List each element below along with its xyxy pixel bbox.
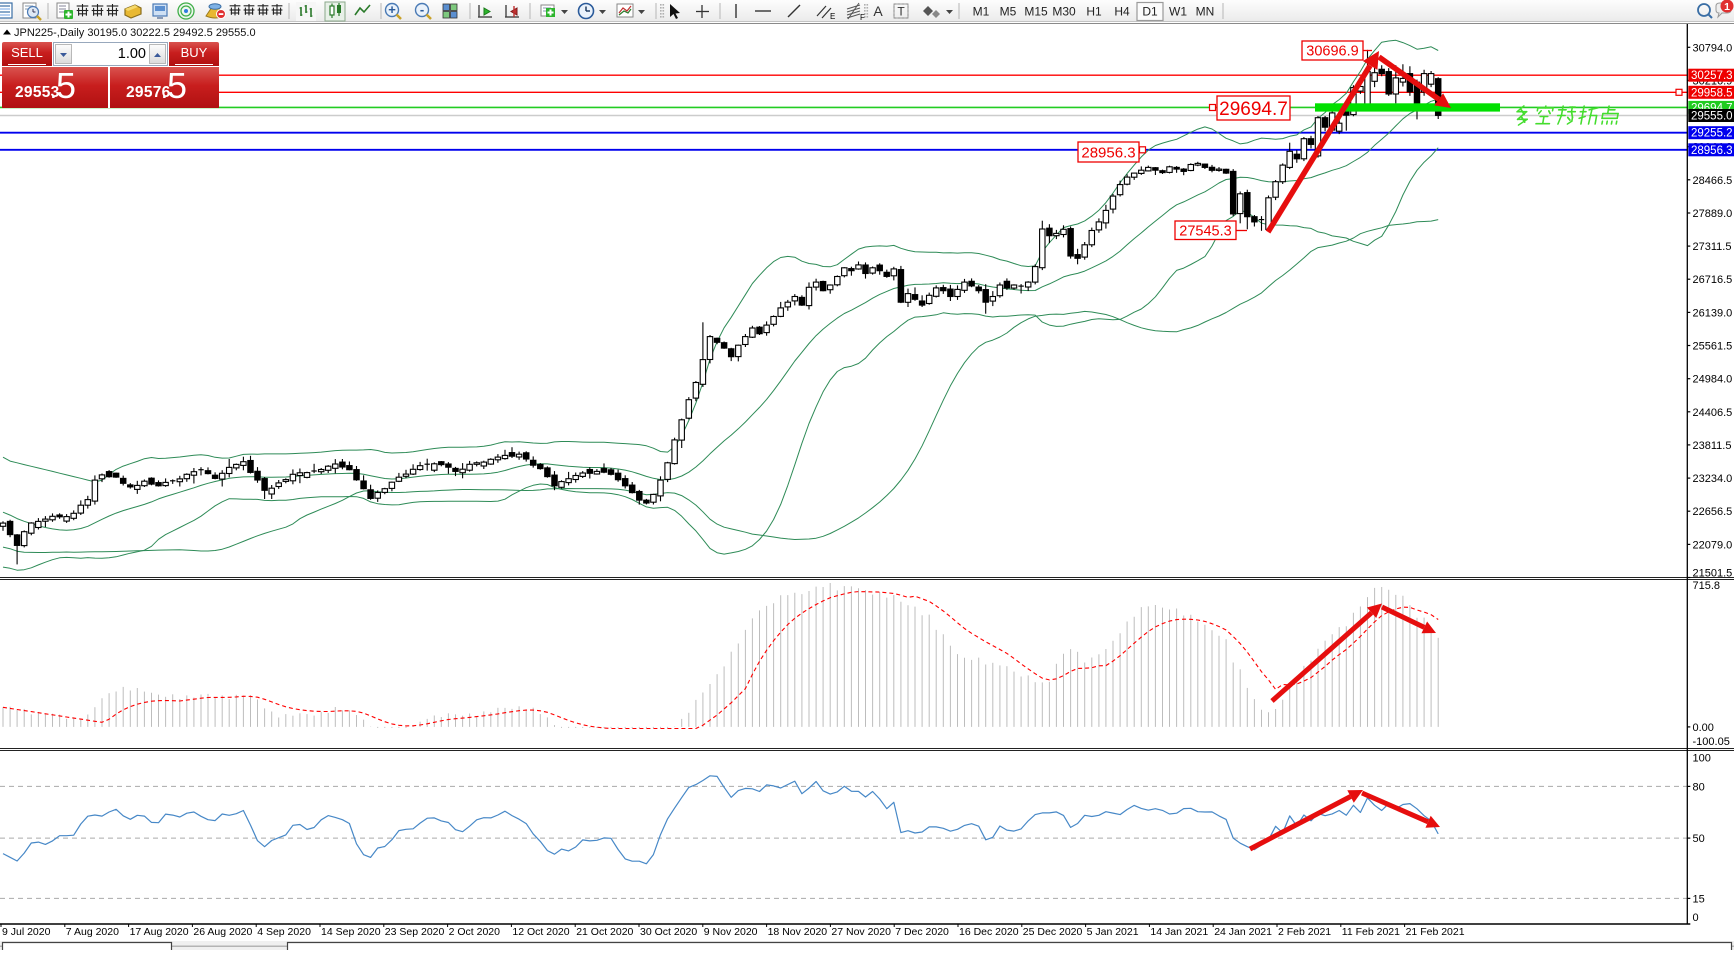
- svg-text:100: 100: [1693, 753, 1711, 765]
- svg-text:0: 0: [1693, 912, 1699, 924]
- svg-text:+: +: [388, 2, 396, 17]
- svg-text:-100.05: -100.05: [1693, 736, 1730, 748]
- svg-text:26139.0: 26139.0: [1693, 307, 1733, 319]
- svg-text:-: -: [420, 2, 424, 17]
- svg-text:21501.5: 21501.5: [1693, 568, 1733, 580]
- svg-text:27889.0: 27889.0: [1693, 208, 1733, 220]
- svg-text:E: E: [830, 12, 835, 21]
- svg-text:M30: M30: [1052, 5, 1076, 19]
- svg-text:28956.3: 28956.3: [1081, 144, 1135, 161]
- svg-text:MN: MN: [1196, 5, 1215, 19]
- svg-text:D1: D1: [1142, 5, 1158, 19]
- svg-text:14 Sep 2020: 14 Sep 2020: [321, 926, 381, 938]
- svg-text:23234.0: 23234.0: [1693, 473, 1733, 485]
- svg-text:80: 80: [1693, 781, 1705, 793]
- svg-text:29555.0: 29555.0: [1691, 111, 1733, 123]
- svg-text:27545.3: 27545.3: [1179, 224, 1231, 240]
- svg-text:23811.5: 23811.5: [1693, 440, 1732, 452]
- svg-text:12 Oct 2020: 12 Oct 2020: [512, 926, 569, 938]
- svg-text:W1: W1: [1169, 5, 1187, 19]
- svg-text:H4: H4: [1114, 5, 1130, 19]
- svg-text:30257.3: 30257.3: [1691, 70, 1733, 82]
- svg-text:9 Nov 2020: 9 Nov 2020: [704, 926, 758, 938]
- svg-text:15: 15: [1693, 893, 1705, 905]
- svg-text:22656.5: 22656.5: [1693, 506, 1733, 518]
- svg-text:22079.0: 22079.0: [1693, 539, 1733, 551]
- svg-text:21 Feb 2021: 21 Feb 2021: [1406, 926, 1465, 938]
- svg-text:27311.5: 27311.5: [1693, 241, 1732, 253]
- svg-text:29694.7: 29694.7: [1219, 99, 1288, 120]
- svg-text:25561.5: 25561.5: [1693, 341, 1733, 353]
- svg-text:M1: M1: [973, 5, 990, 19]
- svg-text:17 Aug 2020: 17 Aug 2020: [130, 926, 189, 938]
- svg-text:14 Jan 2021: 14 Jan 2021: [1150, 926, 1208, 938]
- svg-text:21 Oct 2020: 21 Oct 2020: [576, 926, 633, 938]
- svg-text:4 Sep 2020: 4 Sep 2020: [257, 926, 311, 938]
- svg-text:28956.3: 28956.3: [1691, 145, 1733, 157]
- svg-text:7 Aug 2020: 7 Aug 2020: [66, 926, 119, 938]
- svg-text:18 Nov 2020: 18 Nov 2020: [768, 926, 828, 938]
- svg-text:24 Jan 2021: 24 Jan 2021: [1214, 926, 1272, 938]
- svg-text:715.8: 715.8: [1693, 580, 1721, 592]
- svg-text:5 Jan 2021: 5 Jan 2021: [1087, 926, 1139, 938]
- svg-text:9 Jul 2020: 9 Jul 2020: [2, 926, 51, 938]
- svg-text:1: 1: [1724, 1, 1730, 13]
- svg-text:50: 50: [1693, 833, 1705, 845]
- svg-text:11 Feb 2021: 11 Feb 2021: [1342, 926, 1400, 938]
- svg-text:29255.2: 29255.2: [1691, 128, 1733, 140]
- svg-text:JPN225-,Daily 30195.0 30222.5: JPN225-,Daily 30195.0 30222.5 29492.5 29…: [14, 27, 256, 39]
- svg-text:2 Feb 2021: 2 Feb 2021: [1278, 926, 1331, 938]
- svg-text:16 Dec 2020: 16 Dec 2020: [959, 926, 1019, 938]
- svg-text:26716.5: 26716.5: [1693, 274, 1733, 286]
- svg-text:23 Sep 2020: 23 Sep 2020: [385, 926, 445, 938]
- svg-text:0.00: 0.00: [1693, 722, 1714, 734]
- svg-text:A: A: [873, 3, 883, 19]
- svg-text:30696.9: 30696.9: [1306, 44, 1358, 60]
- svg-text:27 Nov 2020: 27 Nov 2020: [831, 926, 891, 938]
- svg-text:M5: M5: [1000, 5, 1017, 19]
- svg-text:30 Oct 2020: 30 Oct 2020: [640, 926, 697, 938]
- svg-text:26 Aug 2020: 26 Aug 2020: [193, 926, 252, 938]
- svg-text:30794.0: 30794.0: [1693, 42, 1733, 54]
- svg-text:F: F: [860, 13, 865, 22]
- svg-text:29958.5: 29958.5: [1691, 87, 1733, 99]
- svg-text:T: T: [897, 5, 905, 19]
- svg-text:7 Dec 2020: 7 Dec 2020: [895, 926, 949, 938]
- svg-text:24984.0: 24984.0: [1693, 374, 1733, 386]
- svg-text:2 Oct 2020: 2 Oct 2020: [449, 926, 501, 938]
- svg-text:H1: H1: [1086, 5, 1102, 19]
- svg-text:25 Dec 2020: 25 Dec 2020: [1023, 926, 1083, 938]
- svg-text:M15: M15: [1024, 5, 1048, 19]
- svg-text:28466.5: 28466.5: [1693, 175, 1733, 187]
- svg-text:24406.5: 24406.5: [1693, 407, 1733, 419]
